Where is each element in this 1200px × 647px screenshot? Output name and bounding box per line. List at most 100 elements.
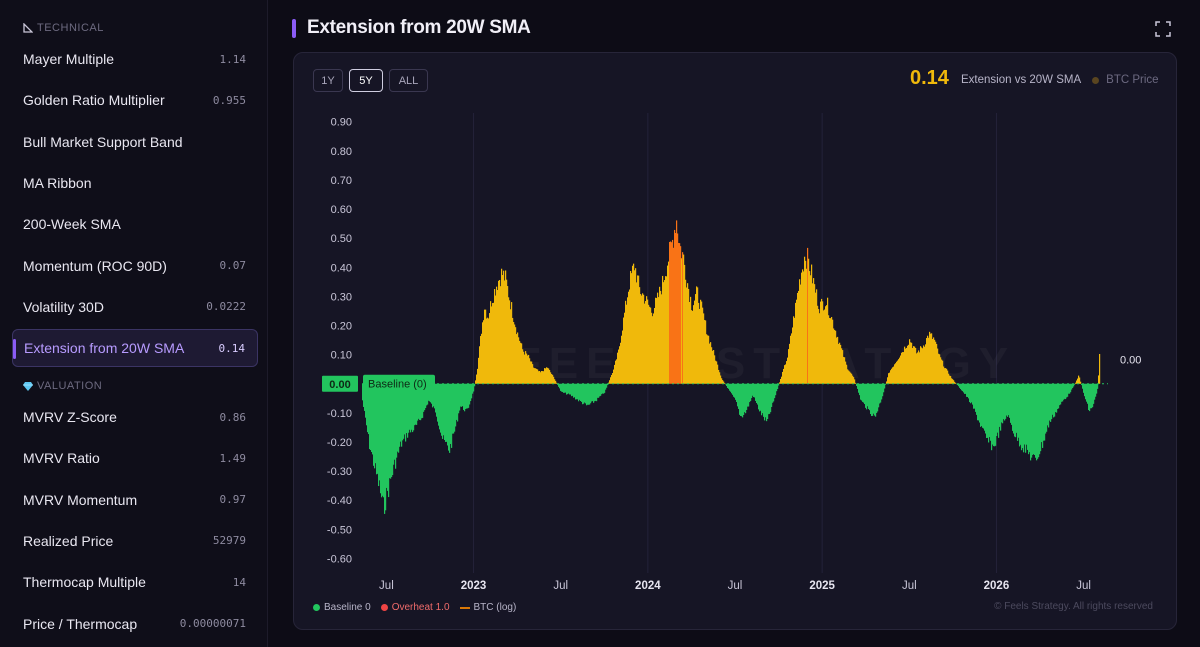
range-5y-button[interactable]: 5Y (349, 69, 383, 92)
area-bar (496, 286, 498, 384)
area-bar (459, 383, 461, 411)
area-bar (729, 383, 731, 391)
area-bar (1040, 383, 1042, 452)
area-bar (576, 383, 578, 400)
area-bar (828, 315, 830, 384)
sidebar-item-label: Thermocap Multiple (23, 574, 146, 591)
area-bar (998, 383, 1000, 438)
area-bar (409, 383, 411, 430)
area-bar (613, 369, 615, 384)
area-bar (1041, 383, 1043, 443)
sidebar-item-volatility-30d[interactable]: Volatility 30D 0.0222 (12, 288, 258, 326)
area-bar (972, 383, 974, 405)
area-bar (519, 340, 521, 384)
area-bar (439, 383, 441, 430)
area-bar (978, 383, 980, 421)
legend-baseline[interactable]: Baseline 0 (313, 602, 371, 613)
area-bar (375, 383, 377, 464)
sidebar-item-mvrv-z-score[interactable]: MVRV Z-Score 0.86 (12, 398, 258, 436)
sidebar-item-extension-from-20w-sma[interactable]: Extension from 20W SMA 0.14 (12, 329, 258, 368)
sidebar-item-realized-price[interactable]: Realized Price 52979 (12, 522, 258, 560)
area-bar (385, 383, 387, 511)
area-bar (431, 383, 433, 404)
sidebar-item-golden-ratio-multiplier[interactable]: Golden Ratio Multiplier 0.955 (12, 81, 258, 119)
area-bar (902, 352, 904, 384)
area-bar (817, 305, 819, 384)
area-bar (481, 333, 483, 384)
sidebar-item-momentum-roc-90d[interactable]: Momentum (ROC 90D) 0.07 (12, 247, 258, 285)
area-bar (422, 383, 424, 418)
area-bar (430, 383, 432, 403)
area-bar (598, 383, 600, 398)
area-bar (470, 383, 472, 402)
area-bar (364, 383, 366, 411)
area-bar (726, 383, 728, 387)
area-bar (1072, 383, 1074, 389)
area-bar (1026, 383, 1028, 445)
area-bar (1061, 383, 1063, 402)
area-bar (438, 383, 440, 426)
area-bar (400, 383, 402, 442)
area-bar (1086, 383, 1088, 402)
area-bar (847, 369, 849, 384)
area-bar (922, 348, 924, 384)
area-bar (600, 383, 602, 396)
area-bar (560, 383, 562, 391)
area-bar (792, 327, 794, 384)
range-all-button[interactable]: ALL (389, 69, 428, 92)
baseline-tag: Baseline (0) (368, 378, 427, 390)
btc-line-swatch (459, 606, 470, 609)
area-bar (956, 383, 958, 385)
sidebar-item-mayer-multiple[interactable]: Mayer Multiple 1.14 (12, 40, 258, 78)
area-bar (866, 383, 868, 410)
area-bar (432, 383, 434, 408)
area-bar (974, 383, 976, 409)
legend-overheat[interactable]: Overheat 1.0 (380, 602, 450, 613)
sidebar-item-thermocap-multiple[interactable]: Thermocap Multiple 14 (12, 563, 258, 601)
fullscreen-icon[interactable] (1155, 21, 1171, 37)
area-bar (464, 383, 466, 412)
sidebar-item-label: MA Ribbon (23, 174, 92, 191)
area-bar (936, 343, 938, 384)
area-bar (883, 383, 885, 393)
area-bar (892, 367, 894, 384)
range-1y-button[interactable]: 1Y (313, 69, 343, 92)
area-bar (503, 270, 505, 384)
area-bar (363, 383, 365, 407)
legend-btc-log[interactable]: BTC (log) (459, 602, 516, 613)
area-bar (725, 383, 727, 385)
area-bar (929, 331, 931, 384)
area-bar (735, 383, 737, 400)
area-bar (993, 383, 995, 447)
sidebar-item-ma-ribbon[interactable]: MA Ribbon (12, 164, 258, 202)
area-bar (577, 383, 579, 400)
area-bar (758, 383, 760, 410)
area-bar (1065, 383, 1067, 400)
area-bar (803, 271, 805, 384)
y-tick-label: 0.10 (331, 350, 352, 362)
area-bar (921, 347, 923, 384)
area-bar (700, 299, 702, 384)
legend-btc-price[interactable]: BTC Price (1106, 74, 1159, 86)
area-bar (553, 376, 555, 384)
area-bar (583, 383, 585, 404)
area-bar (951, 378, 953, 384)
area-bar (923, 345, 925, 384)
y-tick-label: 0.80 (331, 146, 352, 158)
area-bar (516, 334, 518, 384)
legend-baseline-label: Baseline 0 (324, 602, 371, 613)
chart-card: 1Y 5Y ALL 0.14 Extension vs 20W SMA BTC … (293, 52, 1177, 630)
area-bar (505, 270, 507, 384)
area-bar (428, 383, 430, 401)
sidebar-item-price-thermocap[interactable]: Price / Thermocap 0.00000071 (12, 605, 258, 643)
sidebar-item-bull-market-support-band[interactable]: Bull Market Support Band (12, 123, 258, 161)
sidebar-item-mvrv-momentum[interactable]: MVRV Momentum 0.97 (12, 481, 258, 519)
area-bar (1066, 383, 1068, 398)
area-bar (1014, 383, 1016, 437)
sidebar-item-200-week-sma[interactable]: 200-Week SMA (12, 205, 258, 243)
area-bar (650, 307, 652, 384)
area-bar (714, 355, 716, 384)
sidebar-item-mvrv-ratio[interactable]: MVRV Ratio 1.49 (12, 439, 258, 477)
area-bar (852, 375, 854, 384)
area-bar (798, 290, 800, 384)
